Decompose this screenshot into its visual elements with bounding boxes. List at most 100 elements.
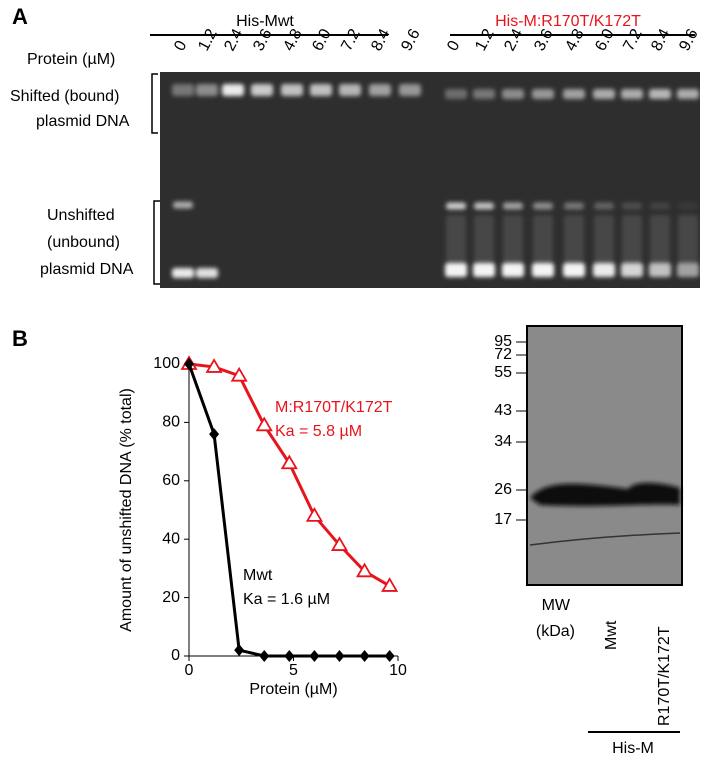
marker (280, 454, 298, 470)
band (310, 84, 332, 96)
band (196, 84, 218, 96)
group-label: His-M:R170T/K172T (495, 13, 641, 30)
marker (309, 650, 320, 662)
band (172, 268, 194, 278)
band (172, 84, 194, 96)
band (503, 215, 523, 265)
marker (284, 650, 295, 662)
mw-tick-label: 34 (494, 433, 512, 450)
line-chart: 0 20 40 60 80 100 0 5 10 Protein (µM) Amount of un… (118, 355, 407, 698)
lane-label: 0 (171, 38, 190, 54)
band (533, 202, 553, 210)
mw-tick-label: 17 (494, 511, 512, 528)
lane-label: 8.4 (648, 26, 674, 54)
band (281, 84, 303, 96)
band (532, 263, 554, 277)
gel-label: plasmid DNA (36, 113, 130, 130)
lane-label: 7.2 (338, 26, 364, 54)
mw-tick-label: 95 (494, 333, 512, 350)
y-tick-label: 80 (162, 414, 180, 431)
group-label: His-Mwt (236, 13, 294, 30)
x-axis-label: Protein (µM) (249, 681, 337, 698)
lane-label: 2.4 (221, 26, 247, 54)
marker (205, 358, 223, 373)
band (677, 89, 699, 99)
band (649, 263, 671, 277)
mw-tick-label: 55 (494, 364, 512, 381)
series-label: M:R170T/K172T (275, 399, 393, 416)
band (593, 89, 615, 99)
marker (209, 428, 220, 441)
x-tick-label: 10 (389, 662, 407, 679)
band (563, 263, 585, 277)
marker (184, 358, 194, 370)
lane-label: 2.4 (501, 26, 527, 54)
marker (255, 416, 273, 432)
band (446, 215, 466, 265)
gel (160, 72, 700, 288)
band (622, 215, 642, 265)
bracket (151, 73, 158, 134)
marker (384, 650, 395, 662)
band (533, 215, 553, 265)
annotation: Ka = 1.6 µM (243, 591, 330, 608)
y-tick-label: 0 (171, 647, 180, 664)
mw-tick-label: 43 (494, 402, 512, 419)
band (502, 89, 524, 99)
blot-band (530, 482, 680, 506)
lane-label: 7.2 (620, 26, 646, 54)
band (594, 202, 614, 210)
mw-label: MW (542, 597, 571, 614)
marker (234, 644, 245, 657)
band (503, 202, 523, 210)
marker (334, 650, 345, 662)
band (650, 215, 670, 265)
band (564, 215, 584, 265)
lane-label: 0 (444, 38, 463, 54)
lane-label: 3.6 (250, 26, 276, 54)
band (339, 84, 361, 96)
marker (330, 536, 349, 551)
gel-label: (unbound) (47, 234, 120, 251)
band (445, 89, 467, 99)
band (399, 84, 421, 96)
gel-label: plasmid DNA (40, 261, 134, 278)
band (650, 202, 670, 210)
band (678, 202, 698, 210)
band (445, 263, 467, 277)
mw-label: (kDa) (536, 623, 575, 640)
band (649, 89, 671, 99)
band (564, 202, 584, 210)
panel-label: A (12, 4, 28, 29)
marker (305, 507, 323, 522)
lane-label: 6.0 (592, 26, 618, 54)
lane-label: 8.4 (368, 26, 394, 54)
lane-label: Mwt (603, 620, 620, 650)
mw-tick-label: 72 (494, 346, 512, 363)
band (474, 215, 494, 265)
y-tick-label: 40 (162, 530, 180, 547)
band (446, 202, 466, 210)
band (677, 263, 699, 277)
marker (355, 562, 374, 578)
band (369, 84, 391, 96)
series-label: Mwt (243, 567, 273, 584)
band (473, 89, 495, 99)
band (473, 263, 495, 277)
lane-label: 4.8 (280, 26, 306, 54)
band (593, 263, 615, 277)
marker (259, 650, 270, 662)
y-tick-label: 60 (162, 472, 180, 489)
band (678, 215, 698, 265)
marker (381, 577, 399, 592)
lane-label: 9.6 (398, 26, 424, 54)
band (196, 268, 218, 278)
band (621, 263, 643, 277)
band (532, 89, 554, 99)
gel-bands (172, 84, 699, 278)
band (622, 202, 642, 210)
marker (230, 366, 248, 382)
mw-tick-label: 26 (494, 481, 512, 498)
band (621, 89, 643, 99)
